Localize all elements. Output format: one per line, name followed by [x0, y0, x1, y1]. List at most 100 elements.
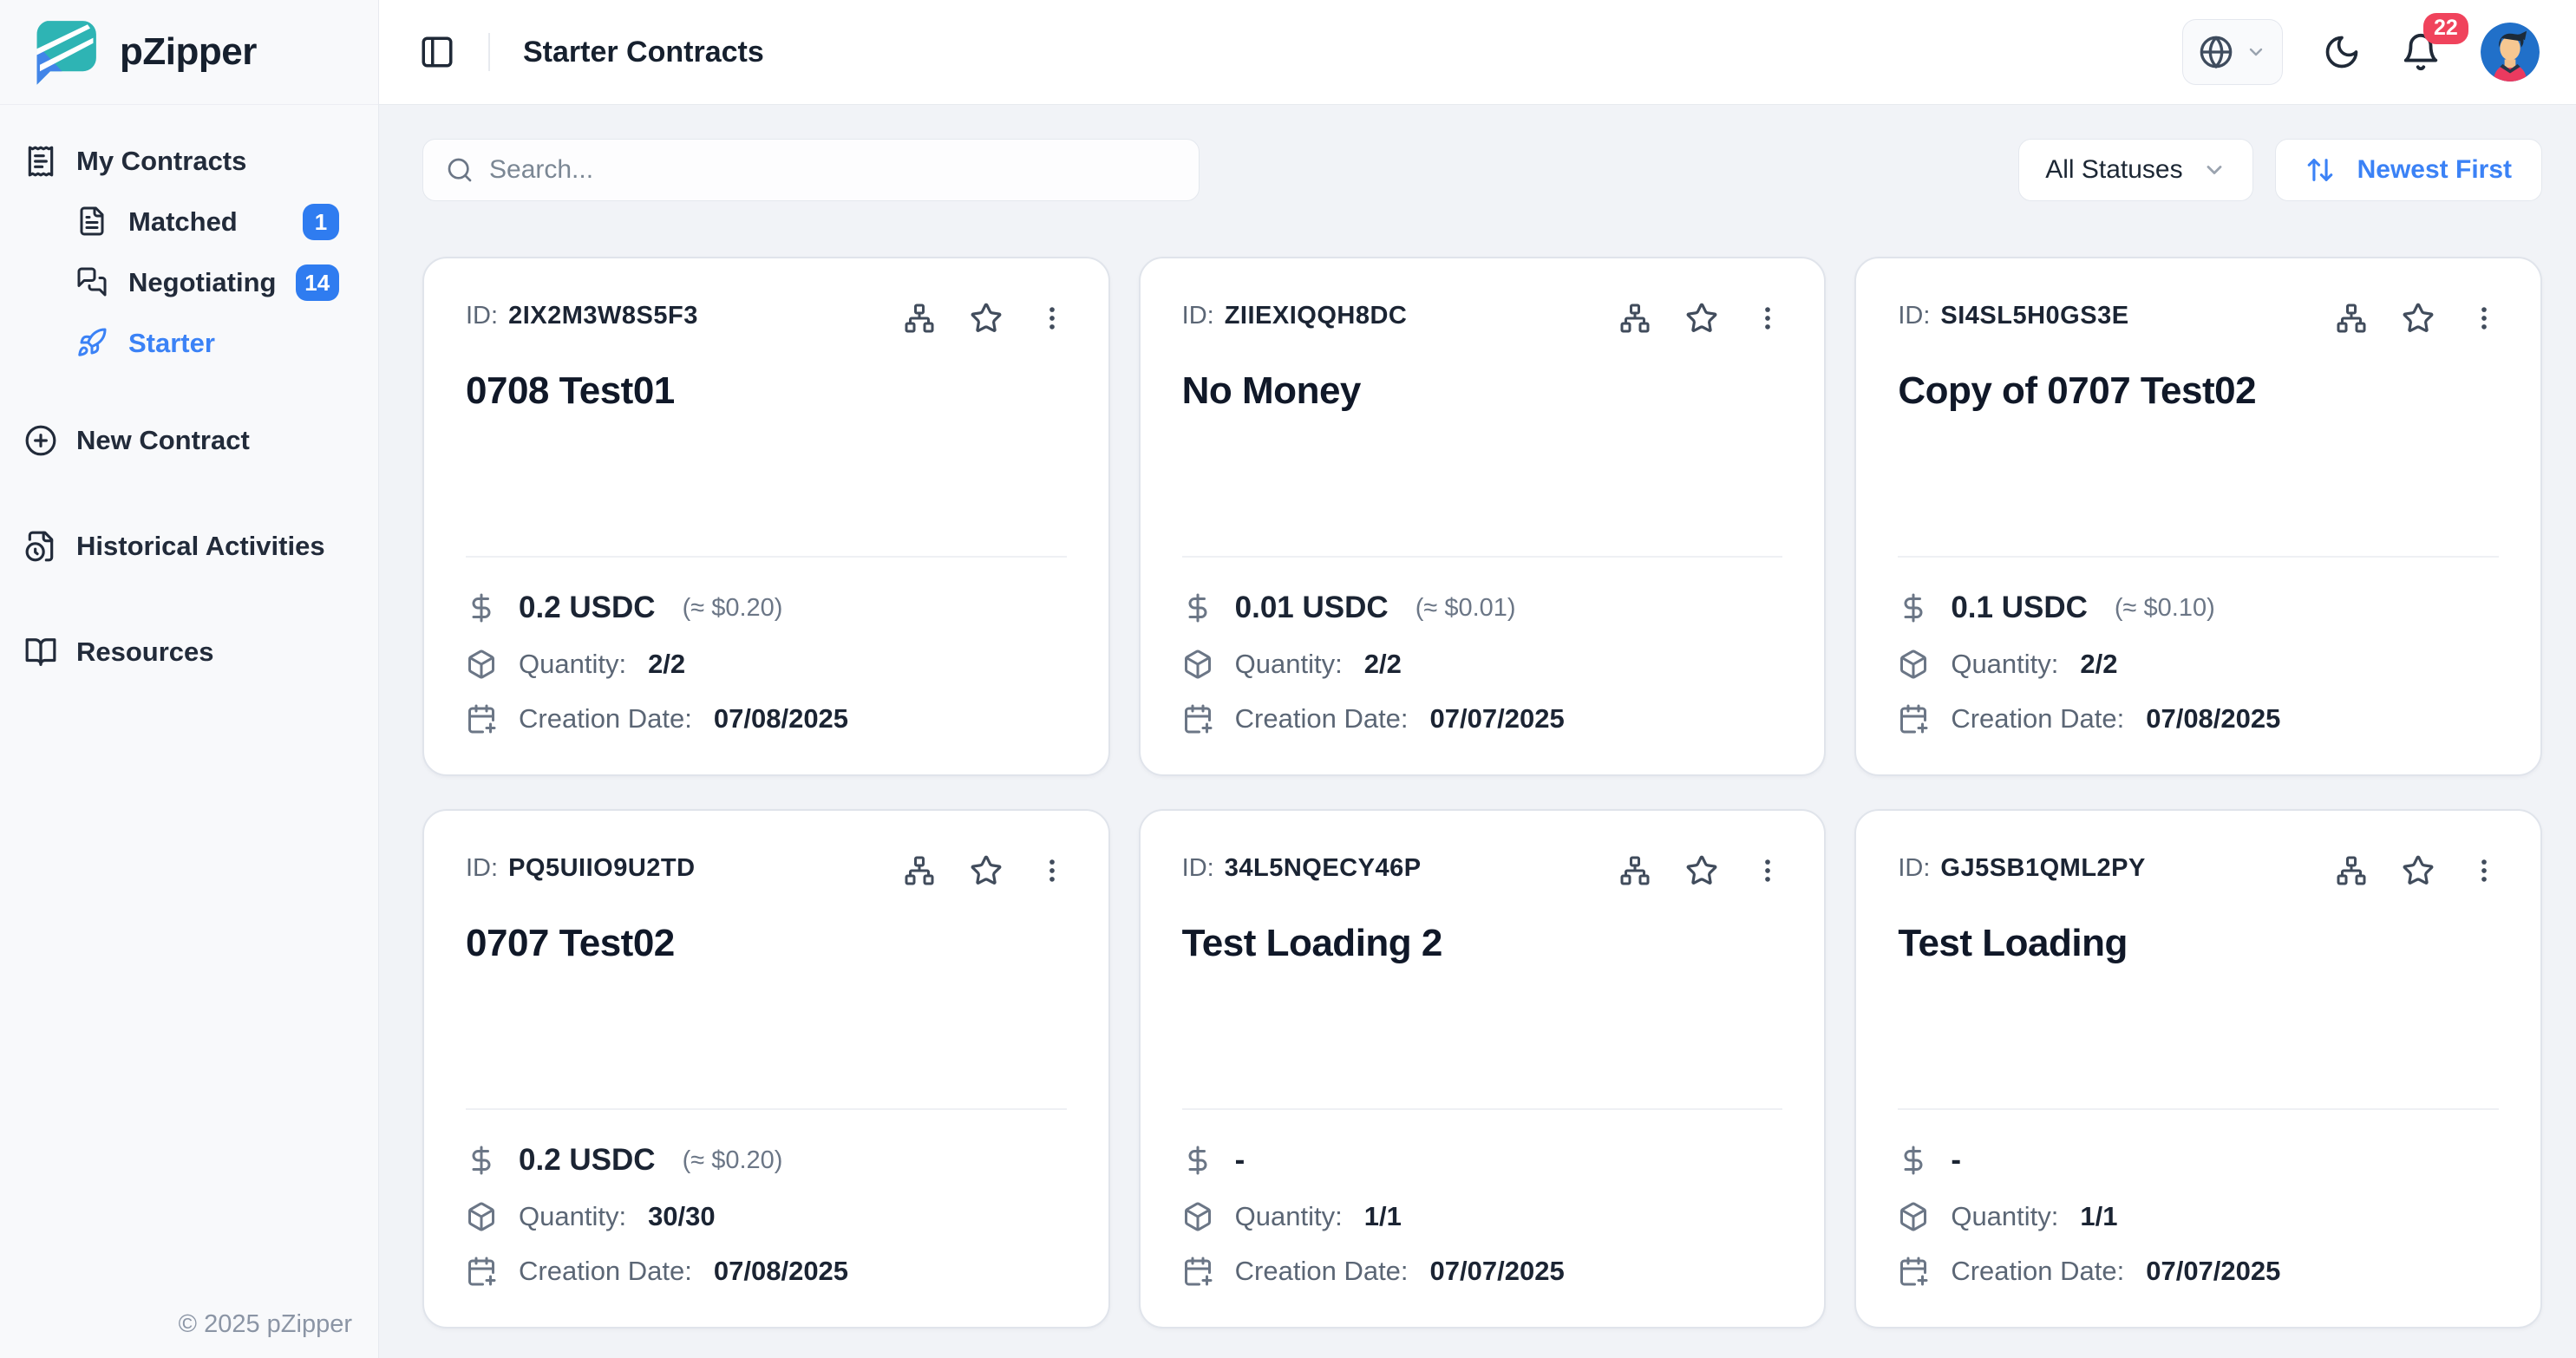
ellipsis-vertical-icon	[1753, 304, 1782, 333]
more-options-button[interactable]	[2469, 856, 2499, 885]
price-value: -	[1951, 1143, 1961, 1177]
card-divider	[1181, 1108, 1783, 1110]
sidebar-item-my-contracts[interactable]: My Contracts	[24, 131, 339, 192]
main-area: Starter Contracts 22	[379, 0, 2576, 1358]
quantity-label: Quantity:	[1234, 1201, 1343, 1231]
more-options-button[interactable]	[1037, 856, 1067, 885]
contract-card[interactable]: ID: ZIIEXIQQH8DC No Money 0.01 USDC	[1138, 257, 1827, 776]
more-options-button[interactable]	[1037, 304, 1067, 333]
network-button[interactable]	[1619, 855, 1651, 886]
sidebar-toggle-button[interactable]	[419, 34, 455, 70]
contract-title: 0708 Test01	[466, 369, 675, 412]
quantity-value: 2/2	[2080, 649, 2118, 679]
contract-title: Copy of 0707 Test02	[1898, 369, 2257, 412]
sidebar-nav: My Contracts Matched 1 Negotiating 14 St…	[0, 105, 378, 682]
network-button[interactable]	[904, 303, 935, 334]
card-details: 0.01 USDC (≈ $0.01) Quantity: 2/2 Creati…	[1182, 591, 1783, 734]
network-button[interactable]	[904, 855, 935, 886]
ellipsis-vertical-icon	[1037, 856, 1067, 885]
favorite-button[interactable]	[1685, 302, 1718, 335]
creation-date-row: Creation Date: 07/07/2025	[1182, 703, 1783, 734]
file-clock-icon	[24, 530, 57, 563]
dollar-icon	[466, 592, 497, 624]
network-icon	[2336, 303, 2367, 334]
card-actions	[1619, 302, 1782, 335]
quantity-value: 1/1	[1363, 1201, 1402, 1231]
more-options-button[interactable]	[2469, 304, 2499, 333]
contract-card[interactable]: ID: 34L5NQECY46P Test Loading 2 -	[1138, 809, 1827, 1329]
dark-mode-toggle-button[interactable]	[2323, 33, 2361, 71]
card-actions	[1619, 854, 1782, 887]
calendar-plus-icon	[1898, 703, 1929, 734]
dollar-icon	[1898, 1145, 1929, 1176]
sidebar-item-new-contract[interactable]: New Contract	[24, 410, 339, 471]
quantity-row: Quantity: 1/1	[1182, 1201, 1783, 1232]
status-filter-select[interactable]: All Statuses	[2018, 139, 2253, 201]
creation-date-value: 07/07/2025	[1429, 703, 1565, 734]
dollar-icon	[1182, 592, 1213, 624]
contract-card[interactable]: ID: SI4SL5H0GS3E Copy of 0707 Test02 0.1 …	[1854, 257, 2542, 776]
creation-date-value: 07/07/2025	[1429, 1256, 1565, 1286]
favorite-button[interactable]	[970, 854, 1003, 887]
language-selector-button[interactable]	[2182, 19, 2283, 85]
toolbar: All Statuses Newest First	[422, 139, 2542, 201]
sidebar-item-historical-activities[interactable]: Historical Activities	[24, 516, 339, 577]
favorite-button[interactable]	[1685, 854, 1718, 887]
arrow-up-down-icon	[2305, 155, 2335, 185]
search-box	[422, 139, 1200, 201]
quantity-label: Quantity:	[519, 1201, 627, 1231]
star-icon	[970, 854, 1003, 887]
quantity-row: Quantity: 2/2	[466, 649, 1067, 680]
search-input[interactable]	[489, 155, 1176, 185]
contract-title: 0707 Test02	[466, 922, 675, 964]
quantity-value: 1/1	[2080, 1201, 2118, 1231]
contract-card[interactable]: ID: PQ5UIIO9U2TD 0707 Test02 0.2 USDC	[422, 809, 1110, 1329]
star-icon	[1685, 854, 1718, 887]
status-filter-value: All Statuses	[2045, 155, 2183, 184]
network-button[interactable]	[2336, 303, 2367, 334]
contract-id: ID: 2IX2M3W8S5F3	[466, 302, 698, 330]
more-options-button[interactable]	[1753, 304, 1782, 333]
sort-button[interactable]: Newest First	[2274, 139, 2542, 201]
quantity-row: Quantity: 2/2	[1182, 649, 1783, 680]
creation-date-label: Creation Date:	[1951, 1256, 2125, 1286]
card-divider	[466, 1108, 1067, 1110]
sort-label: Newest First	[2357, 155, 2512, 184]
favorite-button[interactable]	[2402, 854, 2435, 887]
price-value: -	[1234, 1143, 1246, 1177]
sidebar-item-starter[interactable]: Starter	[76, 313, 339, 374]
more-options-button[interactable]	[1753, 856, 1782, 885]
quantity-label: Quantity:	[1951, 649, 2059, 679]
contract-title: Test Loading 2	[1181, 922, 1443, 964]
notifications-button[interactable]: 22	[2401, 13, 2468, 72]
calendar-plus-icon	[1182, 703, 1213, 734]
sidebar-item-negotiating[interactable]: Negotiating 14	[76, 252, 339, 313]
card-header: ID: 34L5NQECY46P	[1182, 854, 1783, 887]
star-icon	[1685, 302, 1718, 335]
network-button[interactable]	[1619, 303, 1651, 334]
favorite-button[interactable]	[2402, 302, 2435, 335]
ellipsis-vertical-icon	[2469, 304, 2499, 333]
sidebar-item-matched[interactable]: Matched 1	[76, 192, 339, 252]
network-button[interactable]	[2336, 855, 2367, 886]
star-icon	[970, 302, 1003, 335]
price-row: 0.2 USDC (≈ $0.20)	[466, 591, 1067, 625]
avatar[interactable]	[2481, 23, 2540, 82]
ellipsis-vertical-icon	[2469, 856, 2499, 885]
negotiating-count-badge: 14	[295, 264, 339, 301]
star-icon	[2402, 302, 2435, 335]
favorite-button[interactable]	[970, 302, 1003, 335]
contract-card[interactable]: ID: GJ5SB1QML2PY Test Loading -	[1854, 809, 2542, 1329]
quantity-row: Quantity: 30/30	[466, 1201, 1067, 1232]
card-header: ID: PQ5UIIO9U2TD	[466, 854, 1067, 887]
contract-id: ID: 34L5NQECY46P	[1181, 854, 1422, 882]
sidebar-item-resources[interactable]: Resources	[24, 622, 339, 682]
network-icon	[904, 303, 935, 334]
price-value: 0.01 USDC	[1234, 591, 1389, 624]
quantity-value: 2/2	[1363, 649, 1402, 679]
search-icon	[446, 156, 474, 184]
contract-id: ID: GJ5SB1QML2PY	[1898, 854, 2146, 882]
contract-card[interactable]: ID: 2IX2M3W8S5F3 0708 Test01 0.2 USDC	[422, 257, 1110, 776]
creation-date-label: Creation Date:	[519, 1256, 692, 1286]
card-divider	[1181, 556, 1783, 558]
